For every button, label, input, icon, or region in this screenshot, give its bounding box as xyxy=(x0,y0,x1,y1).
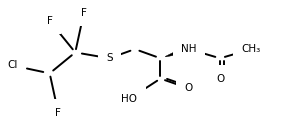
Polygon shape xyxy=(165,49,186,57)
Text: S: S xyxy=(106,53,113,63)
Text: O: O xyxy=(216,74,224,84)
Text: NH: NH xyxy=(181,44,197,54)
Text: O: O xyxy=(185,83,193,93)
Text: CH₃: CH₃ xyxy=(242,44,261,54)
Text: HO: HO xyxy=(121,94,137,104)
Text: Cl: Cl xyxy=(8,61,18,70)
Text: F: F xyxy=(55,108,61,118)
Text: F: F xyxy=(81,8,87,18)
Text: F: F xyxy=(47,16,53,26)
